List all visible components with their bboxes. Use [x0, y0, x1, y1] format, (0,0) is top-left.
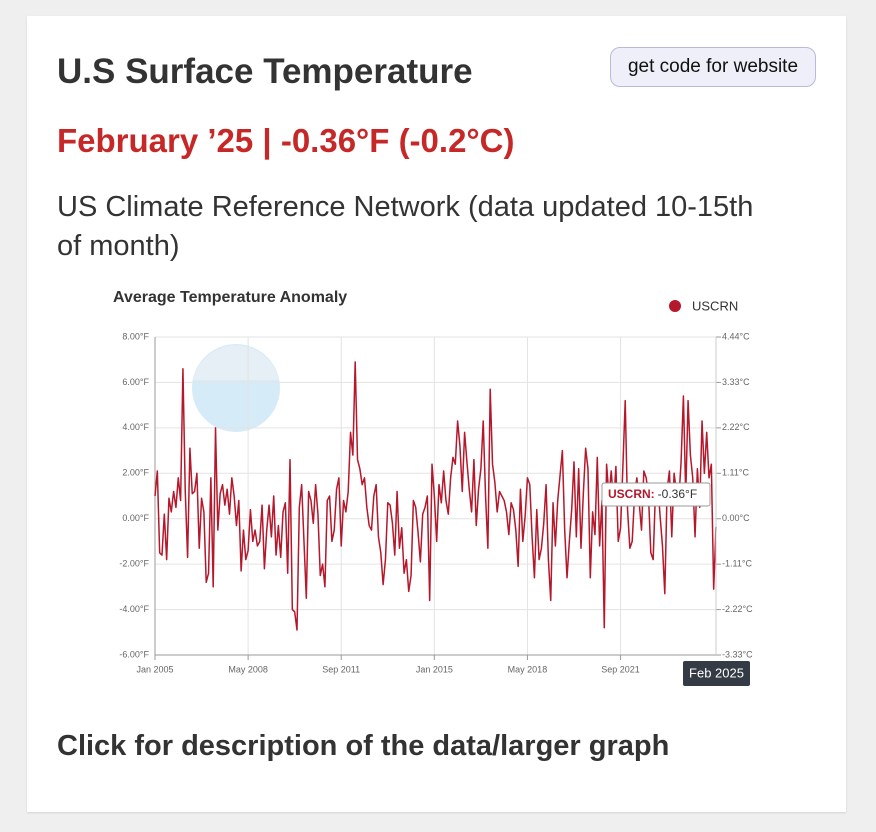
x-tick-label: May 2008 — [228, 664, 268, 674]
x-tick-label: May 2018 — [508, 664, 548, 674]
y-tick-label: -2.00°F — [119, 559, 149, 569]
legend-marker — [669, 300, 681, 312]
description-link[interactable]: Click for description of the data/larger… — [57, 730, 670, 762]
y-tick-label: 4.00°F — [122, 422, 149, 432]
current-value: February ’25 | -0.36°F (-0.2°C) — [57, 122, 515, 159]
chart[interactable]: Average Temperature Anomaly USCRN -6.00°… — [27, 16, 846, 716]
y2-tick-label: 4.44°C — [722, 331, 750, 341]
y2-tick-label: 3.33°C — [722, 377, 750, 387]
y-tick-label: -6.00°F — [119, 649, 149, 659]
tooltip-text: USCRN: -0.36°F — [608, 487, 697, 501]
y-tick-label: 8.00°F — [122, 331, 149, 341]
y-tick-label: 6.00°F — [122, 377, 149, 387]
title: U.S Surface Temperature — [57, 52, 473, 91]
chart-title: Average Temperature Anomaly — [113, 289, 347, 306]
x-hover-box — [683, 661, 750, 686]
y-tick-label: 0.00°F — [122, 513, 149, 523]
tooltip-name: USCRN: — [608, 487, 655, 501]
get-code-button[interactable]: get code for website — [610, 47, 816, 87]
y2-tick-label: -1.11°C — [722, 559, 752, 569]
legend-label[interactable]: USCRN — [692, 298, 738, 313]
x-tick-label: Jan 2005 — [136, 664, 173, 674]
logo-top — [193, 345, 279, 380]
card: U.S Surface Temperature get code for web… — [27, 16, 846, 812]
x-hover-label: Feb 2025 — [689, 665, 744, 680]
y-tick-label: 2.00°F — [122, 468, 149, 478]
y2-tick-label: 1.11°C — [722, 468, 749, 478]
tooltip-value: -0.36°F — [658, 487, 697, 501]
y2-tick-label: 0.00°C — [722, 513, 750, 523]
y2-tick-label: -3.33°C — [722, 649, 753, 659]
x-tick-label: Sep 2021 — [601, 664, 640, 674]
y-tick-label: -4.00°F — [119, 604, 149, 614]
line — [154, 361, 717, 631]
tooltip: USCRN: -0.36°F — [601, 482, 711, 507]
y2-tick-label: -2.22°C — [722, 604, 753, 614]
x-tick-label: Sep 2011 — [322, 664, 360, 674]
description: US Climate Reference Network (data updat… — [57, 191, 754, 262]
y2-tick-label: 2.22°C — [722, 422, 750, 432]
x-tick-label: Jan 2015 — [416, 664, 453, 674]
tooltip-box — [601, 482, 711, 507]
